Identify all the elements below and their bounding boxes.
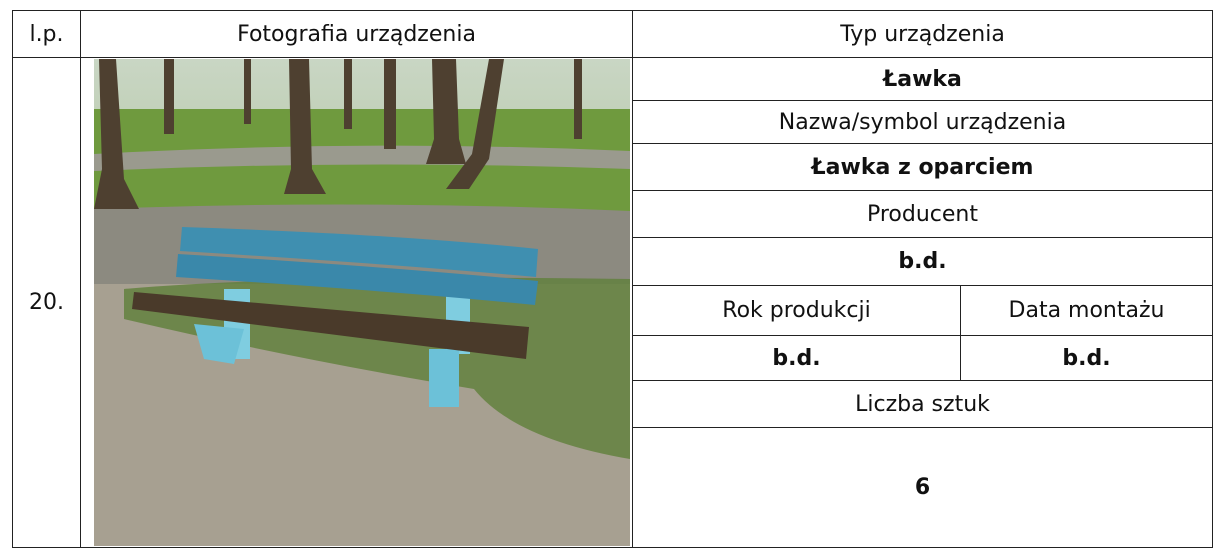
name-value: Ławka z oparciem <box>632 143 1213 191</box>
type-value: Ławka <box>632 57 1213 101</box>
producer-value: b.d. <box>632 237 1213 286</box>
header-lp: l.p. <box>12 10 81 58</box>
install-label: Data montażu <box>960 285 1213 336</box>
count-label: Liczba sztuk <box>632 380 1213 428</box>
install-value: b.d. <box>960 335 1213 381</box>
count-value: 6 <box>632 427 1213 548</box>
header-photo: Fotografia urządzenia <box>80 10 633 58</box>
bench-photo <box>94 59 630 546</box>
year-label: Rok produkcji <box>632 285 961 336</box>
bench <box>132 227 538 407</box>
producer-label: Producent <box>632 190 1213 238</box>
name-label: Nazwa/symbol urządzenia <box>632 100 1213 144</box>
year-value: b.d. <box>632 335 961 381</box>
row-lp: 20. <box>12 57 81 548</box>
header-type: Typ urządzenia <box>632 10 1213 58</box>
